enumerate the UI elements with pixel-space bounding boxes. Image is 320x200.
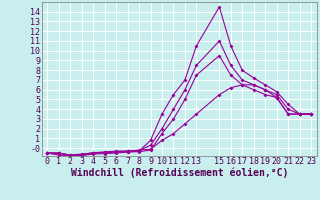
X-axis label: Windchill (Refroidissement éolien,°C): Windchill (Refroidissement éolien,°C): [70, 168, 288, 178]
